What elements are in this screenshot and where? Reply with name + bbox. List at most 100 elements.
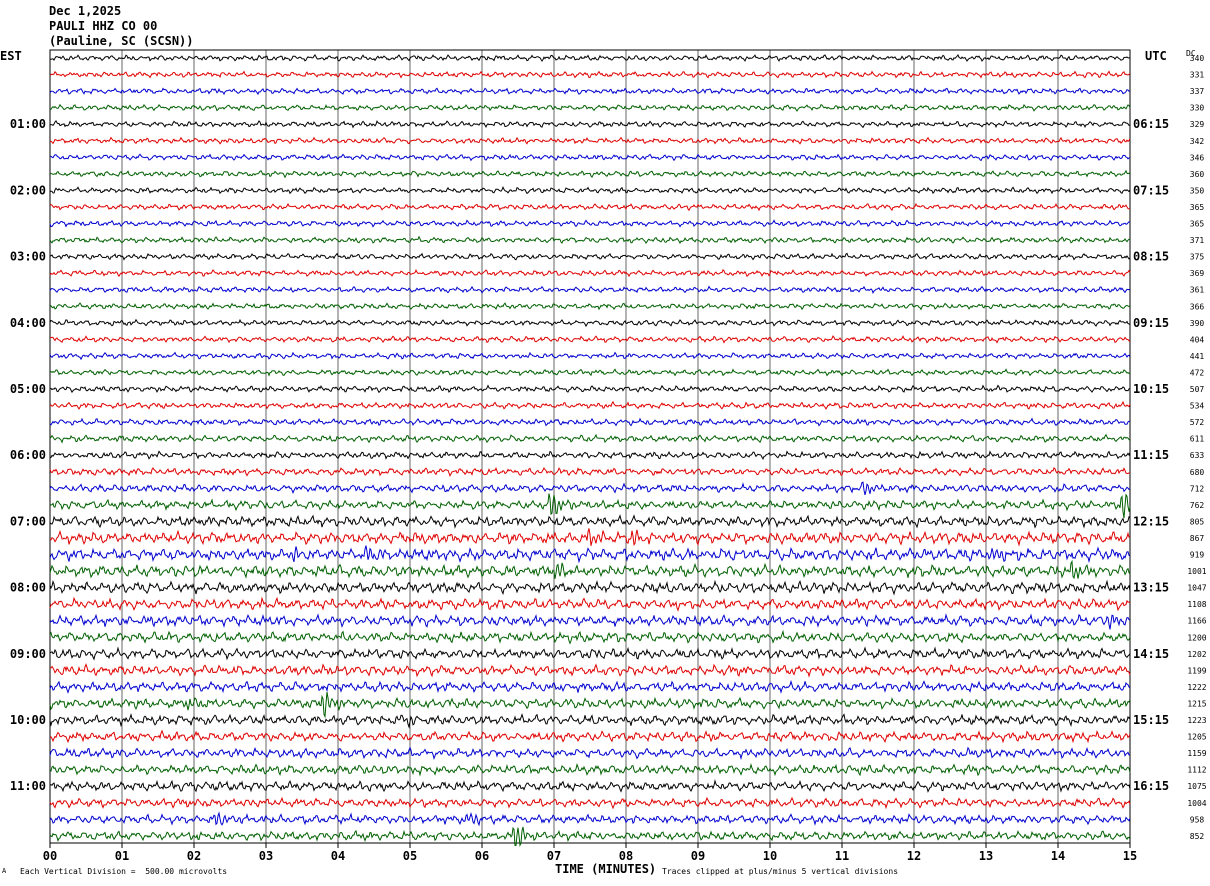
left-hour-label: 10:00 bbox=[10, 713, 46, 727]
dc-offset-label: 572 bbox=[1190, 418, 1205, 427]
trace-row bbox=[49, 235, 1131, 245]
x-tick-label: 13 bbox=[979, 849, 993, 863]
dc-offset-label: 1159 bbox=[1187, 749, 1206, 758]
trace-row bbox=[49, 417, 1130, 427]
dc-offset-label: 1202 bbox=[1187, 650, 1206, 659]
dc-offset-label: 360 bbox=[1190, 170, 1205, 179]
x-axis: 00 01 02 03 04 05 06 07 08 09 10 11 12 13 14 15 bbox=[43, 843, 1137, 863]
trace-row bbox=[49, 679, 1131, 694]
x-tick-label: 12 bbox=[907, 849, 921, 863]
trace-row bbox=[49, 368, 1131, 377]
left-hour-label: 02:00 bbox=[10, 183, 46, 197]
trace-row bbox=[49, 318, 1131, 328]
trace-row bbox=[49, 186, 1131, 195]
trace-row bbox=[49, 120, 1131, 129]
dc-offset-label: 805 bbox=[1190, 517, 1205, 526]
right-hour-label: 08:15 bbox=[1133, 250, 1169, 264]
left-hour-label: 05:00 bbox=[10, 382, 46, 396]
dc-offset-label: 633 bbox=[1190, 451, 1205, 460]
x-tick-label: 08 bbox=[619, 849, 633, 863]
right-hour-label: 06:15 bbox=[1133, 117, 1169, 131]
trace-row bbox=[49, 746, 1131, 761]
trace-row bbox=[49, 252, 1131, 261]
x-tick-label: 15 bbox=[1123, 849, 1137, 863]
dc-offset-label: 350 bbox=[1190, 186, 1205, 195]
trace-row bbox=[49, 136, 1131, 145]
dc-offset-label: 1004 bbox=[1187, 799, 1206, 808]
trace-row bbox=[49, 528, 1130, 547]
dc-header: DC bbox=[1186, 49, 1196, 58]
x-tick-label: 00 bbox=[43, 849, 57, 863]
dc-offset-label: 919 bbox=[1190, 551, 1205, 560]
trace-row bbox=[50, 778, 1131, 793]
trace-row bbox=[49, 400, 1131, 410]
dc-offset-label: 762 bbox=[1190, 501, 1205, 510]
right-hour-label: 11:15 bbox=[1133, 448, 1169, 462]
right-hour-label: 14:15 bbox=[1133, 647, 1169, 661]
right-hour-label: 12:15 bbox=[1133, 514, 1169, 528]
x-tick-label: 02 bbox=[187, 849, 201, 863]
right-hour-label: 10:15 bbox=[1133, 382, 1169, 396]
x-tick-label: 09 bbox=[691, 849, 705, 863]
trace-row bbox=[49, 811, 1131, 827]
x-axis-title: TIME (MINUTES) bbox=[555, 862, 657, 876]
trace-row bbox=[49, 646, 1131, 661]
station-label: PAULI HHZ CO 00 bbox=[49, 19, 158, 33]
dc-offset-label: 867 bbox=[1190, 534, 1205, 543]
dc-offset-label: 1166 bbox=[1187, 617, 1206, 626]
right-hour-label: 15:15 bbox=[1133, 713, 1169, 727]
trace-row bbox=[49, 351, 1131, 361]
left-hour-label: 06:00 bbox=[10, 448, 46, 462]
dc-offset-label: 361 bbox=[1190, 286, 1205, 295]
left-hour-label: 11:00 bbox=[10, 779, 46, 793]
dc-offset-label: 1215 bbox=[1187, 699, 1206, 708]
left-hour-label: 07:00 bbox=[10, 514, 46, 528]
x-tick-label: 07 bbox=[547, 849, 561, 863]
trace-row bbox=[49, 103, 1131, 112]
dc-offset-label: 472 bbox=[1190, 368, 1205, 377]
x-tick-label: 14 bbox=[1051, 849, 1065, 863]
plot-frame bbox=[49, 49, 1131, 844]
trace-row bbox=[49, 559, 1131, 580]
dc-offset-label: 1075 bbox=[1187, 782, 1206, 791]
dc-offset-label: 680 bbox=[1190, 468, 1205, 477]
dc-offset-label: 611 bbox=[1190, 435, 1205, 444]
trace-row bbox=[49, 202, 1131, 212]
dc-offset-label: 366 bbox=[1190, 302, 1205, 311]
trace-row bbox=[49, 269, 1131, 278]
corner-mark: A bbox=[2, 867, 7, 875]
x-tick-label: 01 bbox=[115, 849, 129, 863]
dc-offset-label: 958 bbox=[1190, 815, 1205, 824]
dc-offset-label: 404 bbox=[1190, 335, 1205, 344]
dc-offset-label: 365 bbox=[1190, 203, 1205, 212]
dc-offset-label: 507 bbox=[1190, 385, 1205, 394]
dc-offset-label: 1200 bbox=[1187, 633, 1206, 642]
scale-note: Each Vertical Division = 500.00 microvol… bbox=[20, 867, 228, 876]
trace-row bbox=[49, 87, 1131, 96]
dc-offset-label: 365 bbox=[1190, 220, 1205, 229]
trace-row bbox=[49, 579, 1131, 596]
dc-offset-label: 340 bbox=[1190, 54, 1205, 63]
trace-row bbox=[49, 450, 1131, 461]
trace-row bbox=[49, 335, 1131, 344]
trace-row bbox=[49, 545, 1131, 564]
left-hour-label: 04:00 bbox=[10, 316, 46, 330]
dc-offset-label: 331 bbox=[1190, 71, 1205, 80]
dc-offset-label: 1112 bbox=[1187, 766, 1206, 775]
trace-row bbox=[49, 596, 1131, 612]
trace-row bbox=[49, 70, 1131, 79]
dc-offset-label: 1199 bbox=[1187, 666, 1206, 675]
trace-row bbox=[49, 663, 1131, 678]
left-timezone: EST bbox=[0, 49, 22, 63]
trace-row bbox=[49, 712, 1131, 729]
dc-offset-label: 712 bbox=[1190, 484, 1205, 493]
trace-row bbox=[49, 384, 1131, 394]
dc-offset-label: 371 bbox=[1190, 236, 1205, 245]
dc-offset-label: 534 bbox=[1190, 402, 1205, 411]
left-hour-label: 03:00 bbox=[10, 250, 46, 264]
trace-row bbox=[49, 729, 1131, 744]
dc-offset-label: 330 bbox=[1190, 104, 1205, 113]
right-hour-label: 09:15 bbox=[1133, 316, 1169, 330]
x-tick-label: 06 bbox=[475, 849, 489, 863]
